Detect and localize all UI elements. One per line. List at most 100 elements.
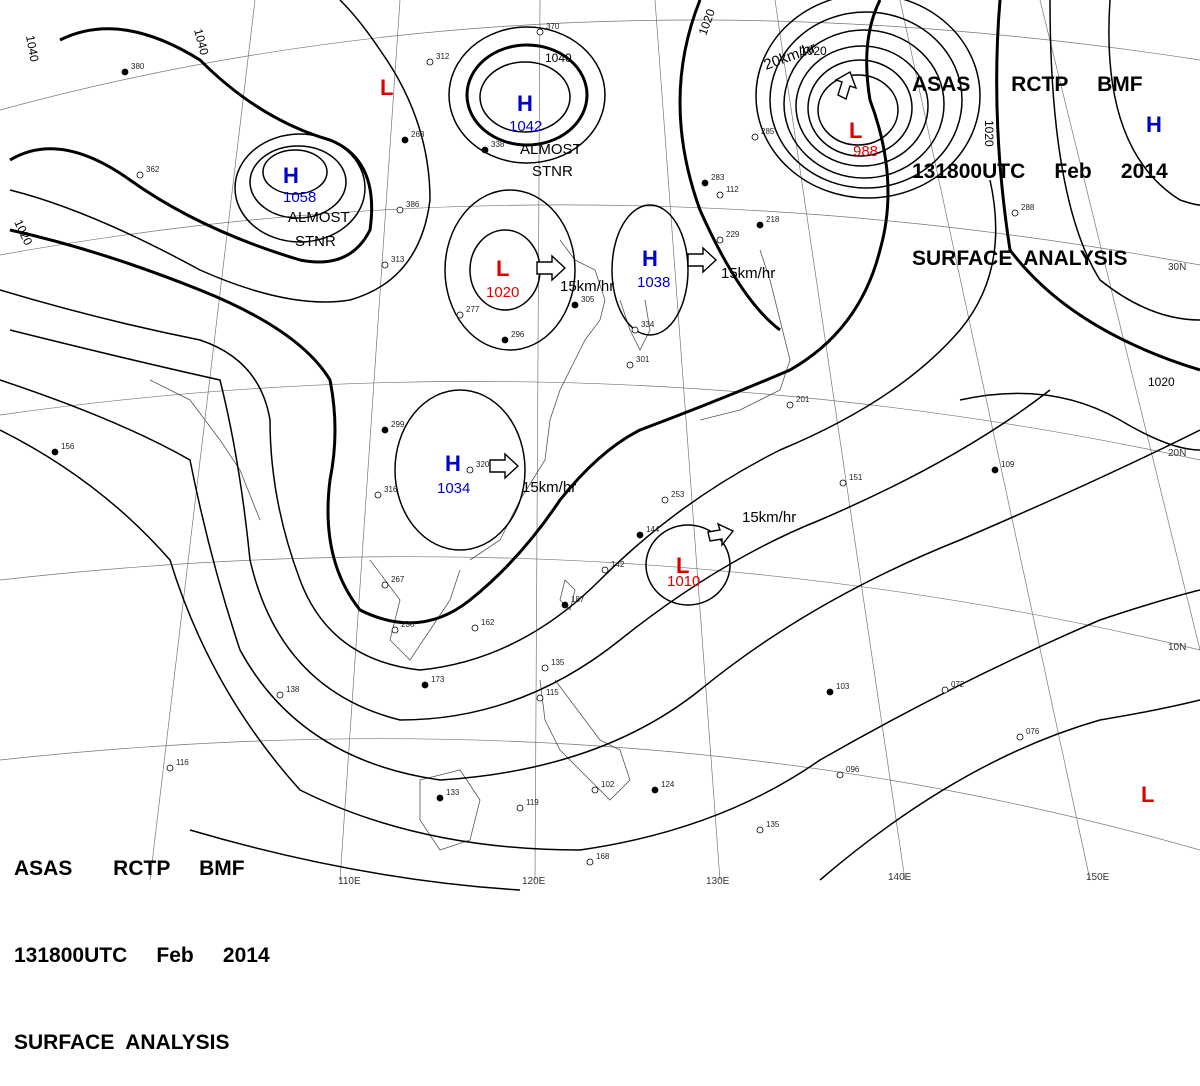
- isobar-siberia-high-1: [262, 149, 328, 195]
- lon-label-130e: 130E: [706, 876, 730, 887]
- isobar-west-3: [9, 329, 1051, 721]
- motion-arrow-pacific-low: [707, 522, 735, 548]
- station-symbol: [1016, 733, 1024, 741]
- station-symbol: [716, 236, 724, 244]
- station-symbol: [51, 448, 59, 456]
- parallel-10n: [0, 556, 1200, 651]
- station-pressure: 320: [476, 460, 490, 469]
- station-pressure: 162: [481, 618, 495, 627]
- coast-taiwan: [559, 579, 576, 611]
- isobar-high-korea: [611, 204, 689, 336]
- station-pressure: 218: [766, 215, 780, 224]
- isobar-low-china-outer: [444, 189, 576, 351]
- meridian-110e: [339, 0, 401, 881]
- isobar-high-north-outer: [448, 26, 606, 164]
- station-symbol: [471, 624, 479, 632]
- motion-arrow-china-low: [536, 254, 567, 282]
- axis-labels: 110E 120E 130E 140E 150E 30N 20N 10N: [338, 262, 1186, 887]
- coastlines: [149, 239, 791, 851]
- motion-speed-china-low: 15km/hr: [560, 278, 614, 295]
- station-symbol: [421, 681, 429, 689]
- header-top-right: ASAS RCTP BMF 131800UTC Feb 2014 SURFACE…: [912, 12, 1168, 302]
- station-symbol: [561, 601, 569, 609]
- low-pressure-deep: 988: [853, 143, 878, 160]
- station-symbol: [374, 491, 382, 499]
- station-symbol: [136, 171, 144, 179]
- station-pressure: 386: [406, 200, 420, 209]
- station-symbol: [536, 28, 544, 36]
- low-center-pacific: L: [676, 553, 689, 578]
- station-symbol: [591, 786, 599, 794]
- station-pressure: 380: [131, 62, 145, 71]
- coast-india-ne: [149, 379, 261, 521]
- low-center-southeast: L: [1141, 782, 1154, 807]
- isobar-east-3: [959, 392, 1200, 451]
- isobar-label-1020-ne: 1020: [1148, 375, 1175, 389]
- motion-speed-south-china-high: 15km/hr: [522, 479, 576, 496]
- station-symbol: [701, 179, 709, 187]
- station-pressure: 124: [661, 780, 675, 789]
- isobar-deep-low-5: [769, 11, 963, 189]
- low-center-mongolia: L: [380, 75, 393, 100]
- isobar-west-outer: [9, 0, 431, 303]
- station-symbol: [756, 221, 764, 229]
- isobar-west-4: [0, 379, 1200, 781]
- note-almost-siberia: ALMOST: [288, 209, 350, 226]
- station-symbol: [626, 361, 634, 369]
- station-pressure: 135: [551, 658, 565, 667]
- station-symbol: [751, 133, 759, 141]
- isobar-label-1040-c: 1040: [545, 51, 572, 65]
- station-symbol: [481, 146, 489, 154]
- footer-station-line: ASAS RCTP BMF: [14, 857, 245, 880]
- station-pressure: 115: [546, 688, 559, 697]
- isobar-label-1020-east: 1020: [982, 120, 996, 147]
- station-pressure: 296: [511, 330, 525, 339]
- coast-korea: [619, 299, 651, 351]
- motion-arrow-deep-low: [834, 70, 858, 100]
- high-pressure-siberia: 1058: [283, 189, 316, 206]
- station-pressure: 076: [1026, 727, 1040, 736]
- low-center-china: L: [496, 256, 509, 281]
- station-pressure: 151: [849, 473, 863, 482]
- coast-borneo: [419, 769, 481, 851]
- meridian-160e: [1039, 0, 1200, 651]
- isobar-east-high: [1108, 0, 1200, 206]
- high-center-south-china: H: [445, 451, 461, 476]
- header-title-line: SURFACE ANALYSIS: [912, 247, 1128, 270]
- isobar-label-1040-b: 1040: [191, 27, 212, 57]
- station-symbol: [501, 336, 509, 344]
- station-pressure: 168: [596, 852, 610, 861]
- station-pressure: 316: [384, 485, 398, 494]
- station-pressure: 305: [581, 295, 595, 304]
- isobar-1020-east: [678, 0, 1200, 372]
- station-pressure: 103: [836, 682, 850, 691]
- station-pressure: 370: [546, 22, 560, 31]
- station-symbol: [426, 58, 434, 66]
- isobar-siberia-high-3: [234, 133, 366, 243]
- isobar-siberia-high-2: [249, 145, 347, 219]
- station-symbol: [456, 311, 464, 319]
- station-symbol: [166, 764, 174, 772]
- station-symbol: [466, 466, 474, 474]
- station-symbol: [941, 686, 949, 694]
- station-symbol: [541, 664, 549, 672]
- motion-speed-pacific-low: 15km/hr: [742, 509, 796, 526]
- station-pressure: 236: [401, 620, 415, 629]
- header-bottom-left: ASAS RCTP BMF 131800UTC Feb 2014 SURFACE…: [14, 796, 270, 1086]
- station-symbol: [826, 688, 834, 696]
- header-time-line: 131800UTC Feb 2014: [912, 160, 1168, 183]
- isobar-high-north-1040: [465, 43, 589, 147]
- station-symbol: [381, 581, 389, 589]
- high-center-east: H: [1146, 112, 1162, 137]
- isobar-east-2: [1049, 0, 1200, 321]
- motion-arrow-korea-high: [687, 246, 718, 274]
- station-observations: 380 312 370 268 386 362 338 313 277 296 301 334 305 3…: [51, 22, 1040, 866]
- isobar-deep-low-1: [817, 74, 899, 146]
- isobar-high-north-inner: [479, 61, 571, 133]
- low-center-deep: L: [849, 118, 862, 143]
- lat-label-20n: 20N: [1168, 448, 1186, 459]
- parallel-40n: [0, 19, 1200, 111]
- graticule: [0, 0, 1200, 881]
- pressure-systems: H 1058 H 1042 H 1038 H 1034 H L L 1020 L…: [283, 75, 1162, 807]
- high-pressure-north: 1042: [509, 118, 542, 135]
